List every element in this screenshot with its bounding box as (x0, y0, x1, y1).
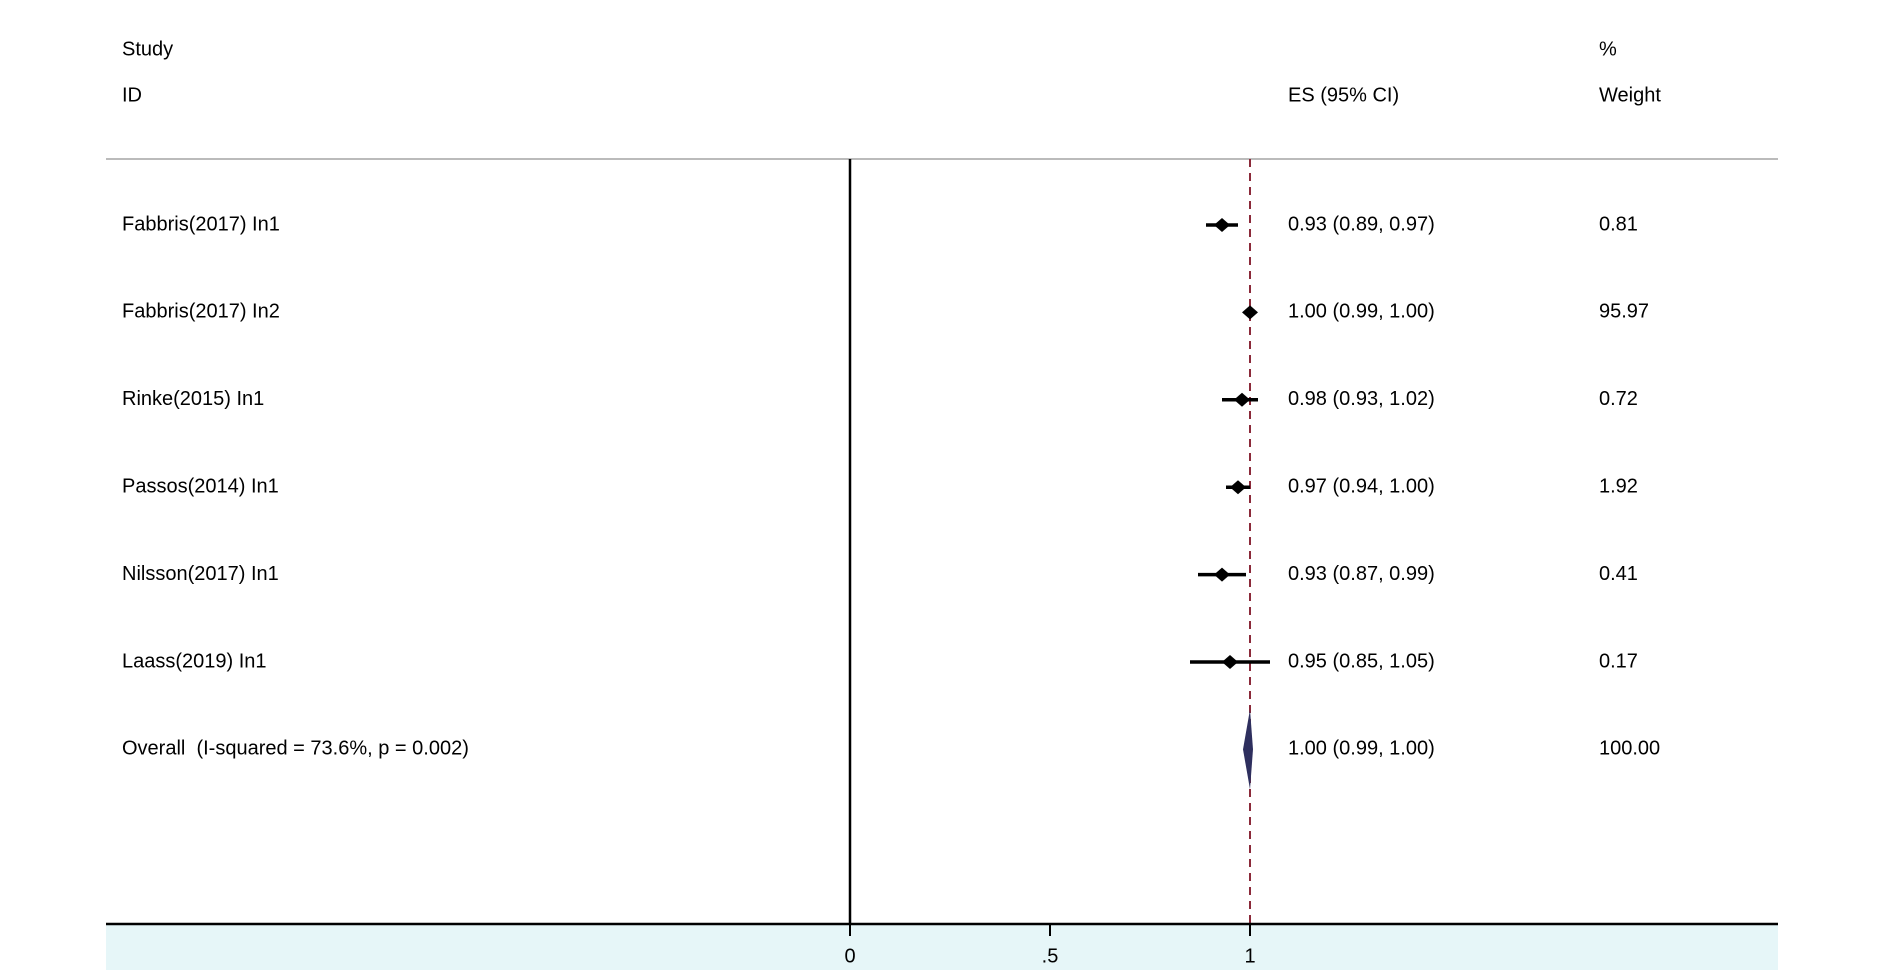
study-name: Fabbris(2017) In1 (122, 213, 280, 235)
study-name: Passos(2014) In1 (122, 475, 279, 497)
weight-label: 0.17 (1599, 650, 1638, 672)
point-estimate (1234, 392, 1250, 407)
weight-label: 0.72 (1599, 388, 1638, 410)
point-estimate (1222, 655, 1238, 669)
point-estimate (1230, 480, 1246, 495)
es-label: 1.00 (0.99, 1.00) (1288, 301, 1435, 323)
weight-label: 0.81 (1599, 213, 1638, 235)
es-label: 0.98 (0.93, 1.02) (1288, 388, 1435, 410)
study-name: Fabbris(2017) In2 (122, 301, 280, 323)
weight-label: 0.41 (1599, 563, 1638, 585)
weight-label: 1.92 (1599, 475, 1638, 497)
overall-weight-label: 100.00 (1599, 738, 1660, 760)
weight-label: 95.97 (1599, 301, 1649, 323)
es-label: 0.95 (0.85, 1.05) (1288, 650, 1435, 672)
es-label: 0.93 (0.89, 0.97) (1288, 213, 1435, 235)
study-name: Laass(2019) In1 (122, 650, 267, 672)
overall-name: Overall (I-squared = 73.6%, p = 0.002) (122, 738, 469, 760)
header-pct: % (1599, 38, 1617, 60)
header-es: ES (95% CI) (1288, 84, 1399, 106)
header-study: Study (122, 38, 173, 60)
point-estimate (1242, 305, 1258, 320)
point-estimate (1214, 567, 1230, 582)
x-tick-label: 0 (844, 945, 855, 967)
axis-band (106, 924, 1778, 970)
study-name: Rinke(2015) In1 (122, 388, 264, 410)
overall-es-label: 1.00 (0.99, 1.00) (1288, 738, 1435, 760)
point-estimate (1214, 218, 1230, 232)
header-weight: Weight (1599, 84, 1661, 106)
overall-diamond (1243, 709, 1253, 790)
es-label: 0.93 (0.87, 0.99) (1288, 563, 1435, 585)
x-tick-label: .5 (1042, 945, 1059, 967)
es-label: 0.97 (0.94, 1.00) (1288, 475, 1435, 497)
header-id: ID (122, 84, 142, 106)
x-tick-label: 1 (1244, 945, 1255, 967)
study-name: Nilsson(2017) In1 (122, 563, 279, 585)
